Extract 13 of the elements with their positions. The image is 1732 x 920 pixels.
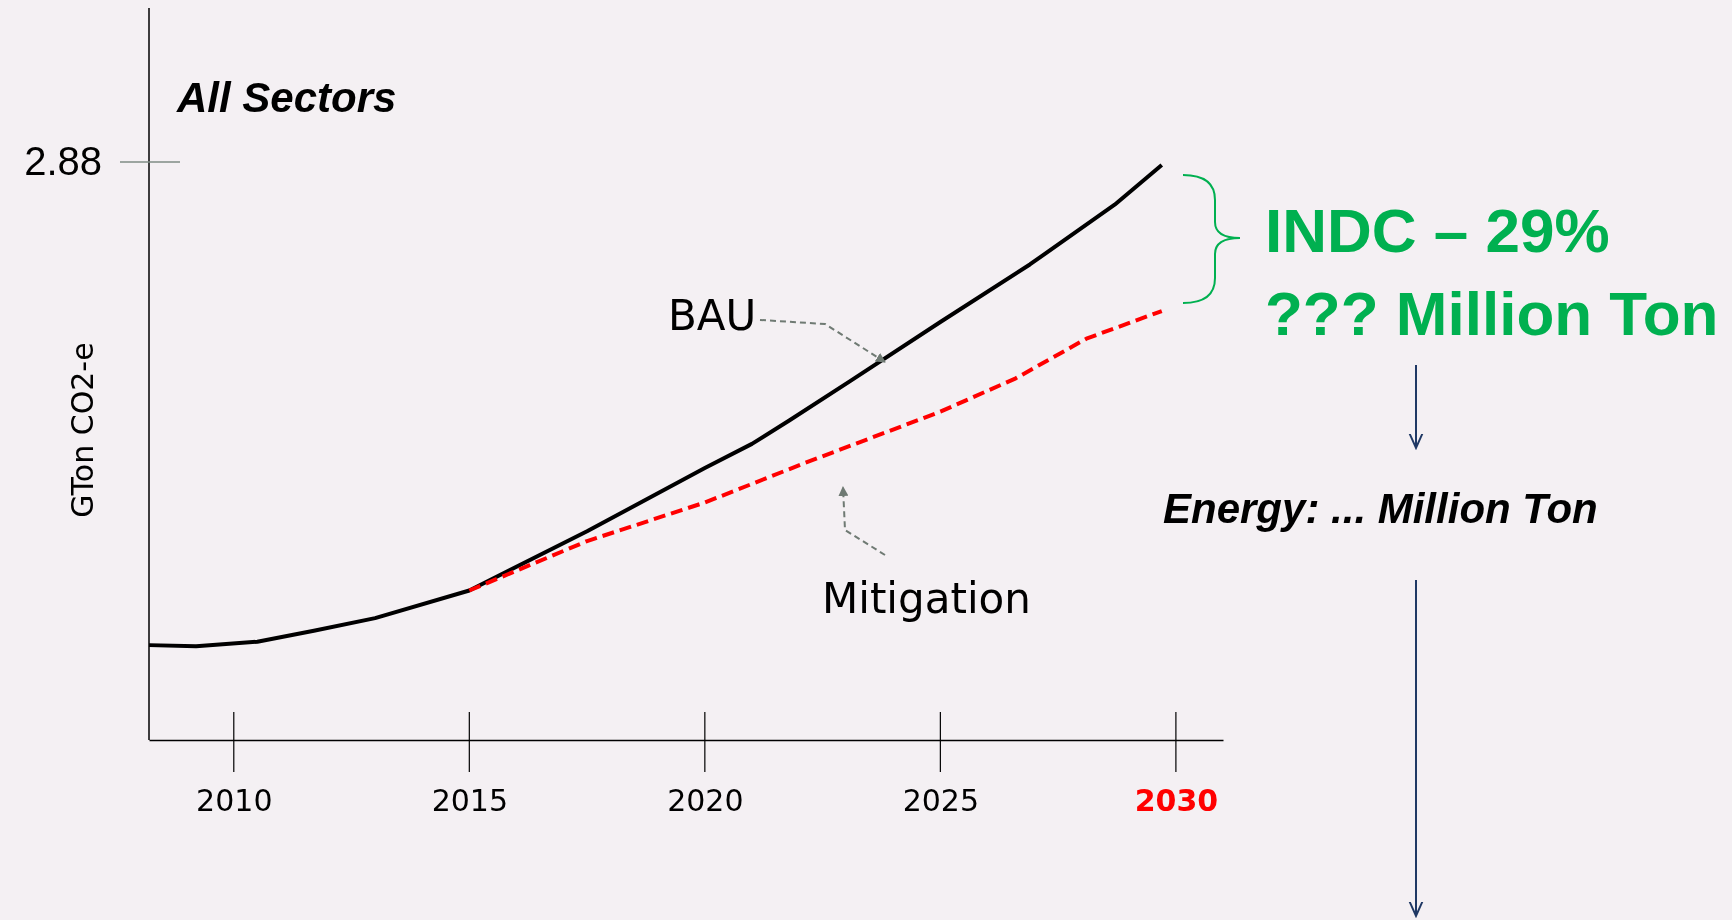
x-tick-label: 2030	[1134, 783, 1219, 819]
y-axis-title: GTon CO2-e	[65, 342, 100, 518]
text: All Sectors	[176, 74, 397, 121]
text: 2.88	[24, 139, 102, 183]
x-tick-label: 2015	[431, 783, 508, 819]
x-tick-label: 2020	[667, 783, 744, 819]
x-tick-label: 2010	[196, 783, 273, 819]
text: BAU	[668, 291, 757, 340]
text: Mitigation	[822, 574, 1031, 623]
text: ??? Million Ton	[1265, 279, 1719, 348]
annotation: Energy: ... Million Ton	[1163, 485, 1598, 532]
x-tick-label: 2025	[902, 783, 980, 819]
text: INDC – 29%	[1265, 196, 1610, 265]
